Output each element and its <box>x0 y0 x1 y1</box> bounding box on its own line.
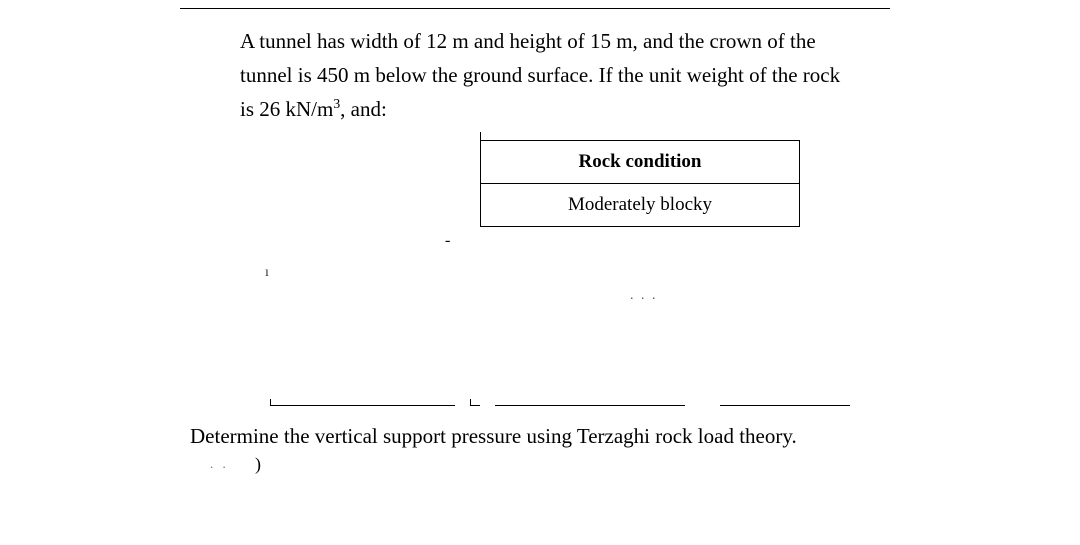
bottom-rule-segment-2 <box>470 405 480 406</box>
paragraph-line-3-prefix: is 26 kN/m <box>240 97 333 121</box>
bottom-rule-segment-3 <box>495 405 685 406</box>
bottom-rule-segment-1 <box>270 405 455 406</box>
paragraph-line-3-suffix: , and: <box>340 97 387 121</box>
bottom-rule-segment-4 <box>720 405 850 406</box>
scan-artifact-faint-dots: . . <box>210 456 229 472</box>
top-horizontal-rule <box>180 8 890 9</box>
table-row-cell: Moderately blocky <box>480 183 800 227</box>
question-text: Determine the vertical support pressure … <box>190 424 890 449</box>
table-header-cell: Rock condition <box>480 140 800 183</box>
scan-artifact-dots: . . . <box>630 288 658 304</box>
stray-paren: ) <box>255 454 261 475</box>
table-top-tick <box>480 132 481 140</box>
rock-condition-table: Rock condition Moderately blocky <box>480 140 800 227</box>
scan-artifact-mark: ı <box>265 265 269 281</box>
problem-paragraph: A tunnel has width of 12 m and height of… <box>240 24 890 126</box>
paragraph-line-2: tunnel is 450 m below the ground surface… <box>240 63 840 87</box>
scan-artifact-dash: - <box>445 232 450 250</box>
document-page: A tunnel has width of 12 m and height of… <box>0 0 1080 545</box>
paragraph-line-1: A tunnel has width of 12 m and height of… <box>240 29 816 53</box>
